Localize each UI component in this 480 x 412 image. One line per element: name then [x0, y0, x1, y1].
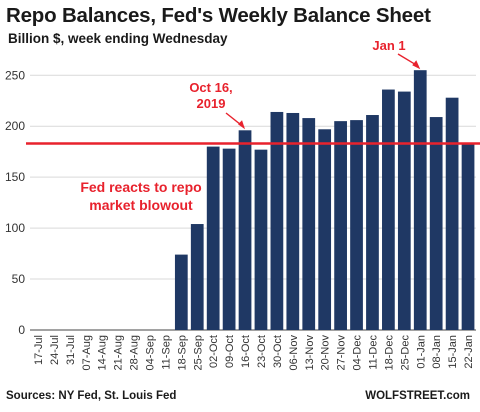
x-tick-label: 01-Jan	[415, 335, 427, 369]
x-tick-label: 27-Nov	[336, 335, 348, 371]
x-tick-label: 16-Oct	[240, 335, 252, 368]
x-tick-label: 24-Jul	[49, 335, 61, 365]
annotation-oct16-arrowhead	[238, 120, 246, 130]
bar-06-Nov	[286, 112, 300, 330]
x-tick-label: 11-Sep	[160, 335, 172, 370]
source-note: Sources: NY Fed, St. Louis Fed	[6, 390, 177, 402]
x-tick-label: 06-Nov	[288, 335, 300, 371]
y-tick-label: 200	[5, 119, 25, 133]
y-tick-label: 0	[18, 323, 25, 337]
annotation-fed-reacts-line: Fed reacts to repo	[80, 179, 201, 195]
brand-label: WOLFSTREET.com	[365, 390, 470, 402]
bar-30-Oct	[270, 111, 284, 330]
bar-25-Sep	[190, 224, 204, 330]
y-tick-label: 100	[5, 221, 25, 235]
x-tick-label: 14-Aug	[97, 335, 109, 370]
annotation-jan1-arrowhead	[412, 60, 421, 70]
bar-27-Nov	[334, 121, 347, 330]
x-tick-label: 07-Aug	[81, 335, 93, 370]
x-tick-label: 15-Jan	[447, 335, 459, 369]
bar-25-Dec	[397, 91, 411, 331]
x-tick-label: 18-Sep	[176, 335, 188, 370]
bar-23-Oct	[254, 149, 268, 330]
bar-02-Oct	[206, 146, 220, 330]
annotation-jan1-label: Jan 1	[372, 38, 405, 53]
x-tick-label: 25-Sep	[192, 335, 204, 370]
bar-22-Jan	[461, 143, 475, 330]
y-tick-label: 150	[5, 170, 25, 184]
annotation-fed-reacts-line: market blowout	[89, 197, 193, 213]
y-tick-label: 250	[5, 68, 25, 82]
chart-subtitle: Billion $, week ending Wednesday	[8, 31, 228, 46]
bar-13-Nov	[302, 118, 316, 330]
x-tick-label: 04-Dec	[352, 335, 364, 371]
bar-18-Sep	[174, 254, 188, 330]
chart-title: Repo Balances, Fed's Weekly Balance Shee…	[6, 4, 431, 27]
x-tick-label: 09-Oct	[224, 335, 236, 368]
x-tick-label: 17-Jul	[33, 335, 45, 365]
x-tick-label: 20-Nov	[320, 335, 332, 371]
bar-11-Dec	[366, 115, 379, 331]
x-tick-label: 13-Nov	[304, 335, 316, 371]
bar-01-Jan	[413, 70, 427, 330]
x-tick-label: 02-Oct	[208, 335, 220, 368]
x-tick-label: 28-Aug	[129, 335, 141, 370]
x-tick-label: 31-Jul	[65, 335, 77, 365]
x-tick-label: 08-Jan	[431, 335, 443, 369]
bar-15-Jan	[445, 97, 459, 330]
annotation-oct16-line: 2019	[197, 96, 226, 111]
bar-04-Dec	[350, 120, 363, 330]
bar-09-Oct	[222, 148, 236, 330]
x-tick-label: 11-Dec	[367, 335, 379, 370]
x-tick-label: 23-Oct	[256, 335, 268, 368]
y-tick-label: 50	[12, 272, 26, 286]
annotation-oct16-line: Oct 16,	[189, 80, 232, 95]
bar-16-Oct	[238, 130, 252, 330]
x-tick-label: 30-Oct	[272, 335, 284, 368]
bar-18-Dec	[382, 89, 395, 330]
x-tick-label: 04-Sep	[144, 335, 156, 370]
bar-08-Jan	[429, 117, 443, 330]
x-tick-label: 18-Dec	[383, 335, 395, 371]
bar-20-Nov	[318, 129, 332, 330]
x-tick-label: 22-Jan	[463, 335, 475, 369]
x-tick-label: 21-Aug	[113, 335, 125, 370]
x-tick-label: 25-Dec	[399, 335, 411, 371]
